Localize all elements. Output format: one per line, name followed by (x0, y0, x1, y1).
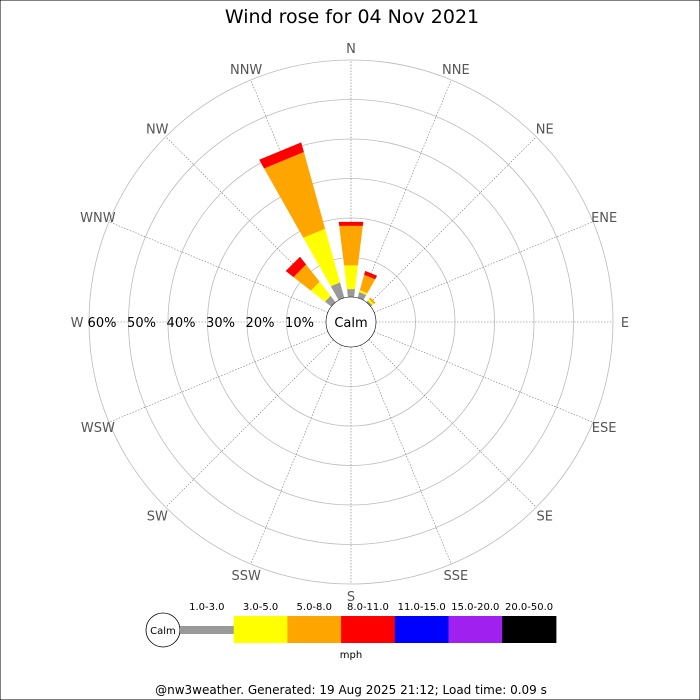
bar-segment-ne-1 (367, 299, 374, 306)
direction-label-nne: NNE (442, 63, 470, 78)
direction-label-se: SE (537, 510, 553, 525)
calm-label: Calm (334, 316, 367, 331)
legend-range-label: 8.0-11.0 (347, 602, 389, 613)
spoke-sse (360, 344, 452, 565)
legend-swatch-1 (233, 616, 288, 643)
bar-segment-nw-3 (285, 256, 307, 278)
chart-title: Wind rose for 04 Nov 2021 (225, 6, 479, 28)
bar-segment-n-2 (339, 225, 363, 266)
spoke-ene (373, 221, 594, 313)
footer-text: @nw3weather. Generated: 19 Aug 2025 21:1… (155, 683, 547, 697)
direction-label-nnw: NNW (230, 63, 262, 78)
bar-segment-n-1 (344, 265, 358, 290)
bar-segment-nw-2 (293, 264, 320, 291)
legend-units: mph (340, 650, 362, 661)
spoke-ne (368, 136, 537, 305)
legend-range-label: 20.0-50.0 (505, 602, 553, 613)
bar-segment-n-0 (347, 289, 355, 297)
direction-label-ne: NE (536, 122, 554, 137)
spoke-ssw (250, 344, 342, 565)
spoke-nne (360, 79, 452, 300)
bar-segment-nne-0 (357, 292, 367, 301)
bar-segment-nne-1 (359, 290, 368, 295)
grid-ring-6 (88, 59, 614, 585)
bar-segment-nne-2 (359, 274, 376, 294)
bar-segment-nnw-3 (259, 142, 304, 169)
bar-segment-n-3 (338, 221, 364, 226)
radial-tick-label: 30% (206, 316, 235, 331)
legend-swatch-5 (448, 616, 503, 643)
calm-circle: Calm (325, 296, 377, 348)
direction-label-s: S (347, 590, 355, 605)
bar-segment-ne-0 (366, 300, 373, 307)
direction-label-sw: SW (147, 510, 168, 525)
speed-legend: Calm 1.0-3.0 3.0-5.0 5.0-8.0 8.0-11.0 11.0-15… (145, 602, 557, 661)
direction-label-ene: ENE (591, 211, 617, 226)
radial-tick-label: 40% (167, 316, 196, 331)
direction-label-sse: SSE (443, 569, 468, 584)
bar-segment-nnw-0 (330, 282, 345, 301)
spoke-wnw (108, 221, 329, 313)
legend-range-label: 3.0-5.0 (243, 602, 278, 613)
radial-tick-label: 10% (285, 316, 314, 331)
direction-label-n: N (346, 42, 356, 57)
radial-tick-label: 60% (88, 316, 117, 331)
wind-bars (259, 142, 378, 307)
direction-label-wsw: WSW (81, 421, 115, 436)
grid-ring-5 (128, 99, 574, 545)
bar-segment-nne-3 (364, 270, 378, 280)
direction-label-nw: NW (146, 122, 169, 137)
legend-range-label: 11.0-15.0 (398, 602, 446, 613)
bar-segment-nw-0 (324, 295, 336, 307)
direction-label-wnw: WNW (80, 211, 116, 226)
spoke-ese (373, 331, 594, 423)
direction-labels: N NNE NE ENE E ESE SE SSE S SSW SW WSW W WNW NW NNW (71, 42, 630, 605)
legend-swatch-4 (394, 616, 449, 643)
legend-swatch-3 (341, 616, 396, 643)
legend-range-label: 1.0-3.0 (189, 602, 224, 613)
direction-label-w: W (71, 316, 84, 331)
spoke-wsw (108, 331, 329, 423)
bar-segment-nnw-1 (303, 228, 340, 287)
direction-label-ssw: SSW (231, 569, 261, 584)
radial-tick-label: 20% (246, 316, 275, 331)
bar-segment-nnw-2 (264, 152, 326, 238)
legend-swatch-0 (180, 626, 235, 634)
bar-segment-ne-2 (369, 297, 376, 304)
spoke-se (368, 339, 537, 508)
legend-range-label: 15.0-20.0 (451, 602, 499, 613)
direction-label-ese: ESE (592, 421, 617, 436)
direction-label-e: E (621, 316, 629, 331)
bar-segment-nw-1 (310, 281, 331, 302)
legend-swatch-6 (502, 616, 557, 643)
grid-ring-4 (167, 138, 535, 506)
spoke-sw (165, 339, 334, 508)
legend-swatch-2 (287, 616, 342, 643)
radial-tick-label: 50% (127, 316, 156, 331)
legend-range-label: 5.0-8.0 (297, 602, 332, 613)
legend-calm-label: Calm (150, 626, 176, 637)
radial-tick-labels: 10% 20% 30% 40% 50% 60% (88, 316, 314, 331)
